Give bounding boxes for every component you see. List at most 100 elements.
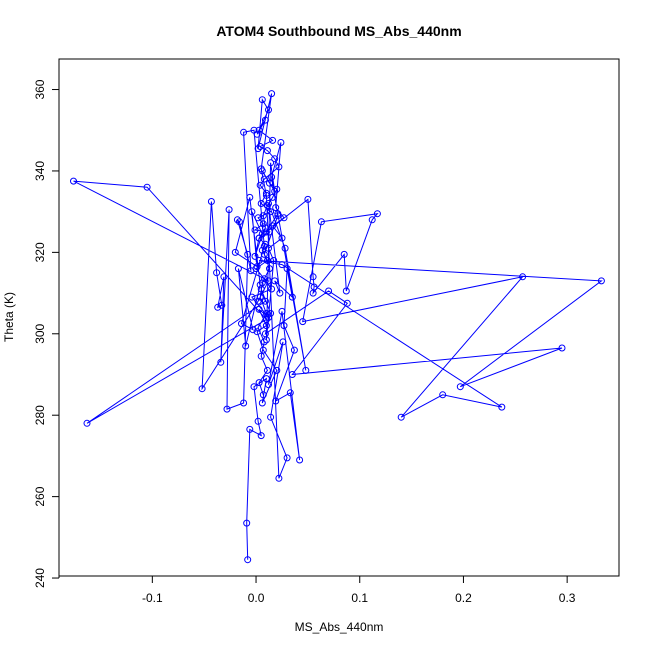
data-point	[261, 297, 269, 305]
data-point	[265, 244, 272, 252]
data-point	[265, 314, 272, 321]
data-point	[263, 202, 271, 210]
y-axis: 240 260 280 300 320 340 360	[33, 79, 60, 588]
data-point	[257, 432, 265, 440]
data-point	[260, 338, 268, 346]
data-point	[280, 214, 288, 222]
data-point	[265, 277, 272, 285]
data-point	[240, 128, 248, 136]
data-point	[233, 216, 241, 224]
data-point	[258, 96, 266, 104]
data-point	[223, 405, 231, 413]
data-point	[244, 556, 252, 564]
data-point	[259, 346, 267, 354]
data-point	[266, 228, 273, 236]
series-line	[73, 93, 603, 560]
data-point	[278, 307, 286, 315]
data-point	[259, 212, 267, 220]
data-point	[246, 193, 254, 201]
data-point	[248, 293, 256, 301]
data-point	[272, 397, 280, 405]
data-point	[519, 273, 527, 281]
data-point	[244, 250, 252, 258]
data-point	[234, 265, 242, 273]
data-point	[256, 181, 264, 189]
x-tick-label: 0.2	[455, 591, 472, 605]
data-point	[258, 399, 266, 407]
data-point	[240, 399, 248, 407]
data-point	[260, 175, 268, 183]
data-point	[262, 336, 270, 344]
data-point	[258, 246, 266, 254]
data-point	[220, 273, 228, 281]
data-point	[276, 289, 284, 297]
y-axis-label: Theta (K)	[2, 292, 16, 342]
x-tick-label: -0.1	[142, 591, 163, 605]
data-point	[266, 179, 273, 187]
data-point	[278, 261, 286, 269]
data-point	[456, 383, 464, 391]
data-point	[288, 371, 296, 378]
data-point	[262, 375, 270, 383]
data-point	[267, 159, 275, 167]
data-point	[373, 210, 381, 218]
data-point	[274, 212, 282, 220]
data-point	[302, 366, 310, 374]
data-point	[250, 383, 258, 391]
data-point	[268, 285, 276, 293]
data-point	[266, 265, 273, 273]
data-point	[275, 474, 283, 482]
data-point	[317, 218, 325, 226]
y-tick-label: 260	[33, 486, 47, 506]
data-points	[70, 90, 605, 564]
data-point	[253, 263, 261, 271]
data-point	[263, 366, 271, 374]
data-point	[256, 143, 264, 150]
data-point	[290, 346, 298, 354]
data-point	[269, 193, 277, 201]
y-tick-label: 300	[33, 323, 47, 343]
data-point	[273, 366, 281, 374]
data-point	[255, 257, 263, 264]
data-point	[83, 419, 91, 427]
data-point	[255, 126, 263, 134]
data-point	[268, 173, 276, 181]
data-point	[258, 167, 266, 175]
data-point	[262, 228, 270, 236]
data-point	[279, 338, 287, 346]
data-point	[299, 318, 307, 326]
data-point	[265, 381, 272, 389]
data-point	[198, 385, 206, 393]
data-point	[275, 163, 283, 171]
data-point	[277, 139, 285, 146]
data-point	[265, 106, 272, 114]
data-point	[251, 252, 259, 260]
data-point	[283, 265, 291, 273]
data-point	[225, 206, 233, 214]
data-point	[262, 189, 270, 197]
data-point	[280, 322, 288, 330]
data-point	[214, 303, 222, 311]
data-point	[259, 391, 267, 399]
data-point	[254, 297, 262, 305]
x-axis: -0.1 0.0 0.1 0.2 0.3	[142, 575, 576, 605]
plot-area	[70, 90, 605, 564]
y-tick-label: 340	[33, 161, 47, 181]
data-point	[243, 519, 251, 527]
data-point	[278, 234, 286, 242]
data-point	[281, 244, 289, 252]
data-point	[273, 185, 281, 193]
data-point	[235, 218, 243, 226]
data-point	[254, 324, 262, 332]
data-point	[267, 413, 275, 421]
data-point	[70, 177, 77, 185]
data-point	[296, 456, 304, 464]
data-point	[213, 269, 221, 277]
data-point	[248, 208, 256, 216]
data-point	[231, 248, 239, 256]
data-point	[309, 273, 317, 281]
data-point	[397, 413, 405, 421]
y-tick-label: 280	[33, 405, 47, 425]
data-point	[340, 250, 348, 258]
data-point	[261, 224, 269, 232]
